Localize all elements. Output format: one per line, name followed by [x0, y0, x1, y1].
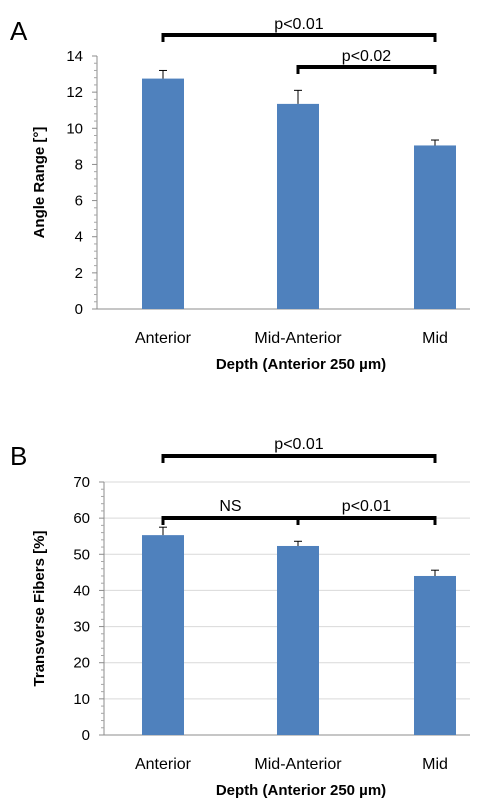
y-axis-title: Angle Range [°] — [31, 127, 48, 239]
y-tick-label: 14 — [66, 48, 83, 65]
category-label: Mid-Anterior — [254, 756, 342, 773]
category-label: Mid — [422, 330, 448, 347]
bar — [142, 78, 184, 309]
y-tick-label: 4 — [75, 229, 83, 246]
chart-panel-a: A 0 2 4 6 8 10 12 14 Anterior Mid-Anterior Mid Depth… — [10, 16, 470, 373]
significance-label: NS — [219, 498, 241, 515]
x-axis-title: Depth (Anterior 250 µm) — [216, 356, 386, 373]
bar — [277, 545, 319, 735]
chart-panel-b: B 0 10 20 30 40 50 60 70 Anterior Mid-Anterior Mid D… — [10, 436, 470, 799]
bar — [414, 145, 456, 309]
panel-letter: A — [10, 16, 28, 46]
panel-letter: B — [10, 441, 27, 471]
y-tick-label: 12 — [66, 84, 83, 101]
y-tick-label: 8 — [75, 156, 83, 173]
x-axis-title: Depth (Anterior 250 µm) — [216, 782, 386, 799]
y-tick-label: 0 — [82, 727, 90, 744]
bar — [277, 103, 319, 309]
y-tick-label: 6 — [75, 193, 83, 210]
significance-bracket: NS — [161, 498, 300, 525]
y-tick-label: 10 — [73, 691, 90, 708]
y-tick-label: 30 — [73, 619, 90, 636]
significance-label: p<0.02 — [342, 48, 391, 65]
y-tick-label: 2 — [75, 265, 83, 282]
significance-bracket: p<0.01 — [296, 498, 437, 525]
category-label: Mid — [422, 756, 448, 773]
y-tick-label: 10 — [66, 120, 83, 137]
y-tick-label: 40 — [73, 582, 90, 599]
category-label: Anterior — [135, 330, 192, 347]
y-axis-title: Transverse Fibers [%] — [31, 531, 48, 687]
y-tick-label: 50 — [73, 546, 90, 563]
significance-label: p<0.01 — [342, 498, 391, 515]
category-label: Anterior — [135, 756, 192, 773]
y-tick-label: 20 — [73, 655, 90, 672]
significance-bracket: p<0.02 — [296, 48, 437, 74]
y-tick-label: 60 — [73, 510, 90, 527]
category-label: Mid-Anterior — [254, 330, 342, 347]
bar — [142, 535, 184, 735]
bar — [414, 575, 456, 735]
y-tick-label: 70 — [73, 474, 90, 491]
significance-label: p<0.01 — [274, 16, 323, 33]
significance-label: p<0.01 — [274, 436, 323, 453]
significance-bracket: p<0.01 — [161, 16, 437, 42]
significance-bracket: p<0.01 — [161, 436, 437, 463]
y-tick-label: 0 — [75, 301, 83, 318]
